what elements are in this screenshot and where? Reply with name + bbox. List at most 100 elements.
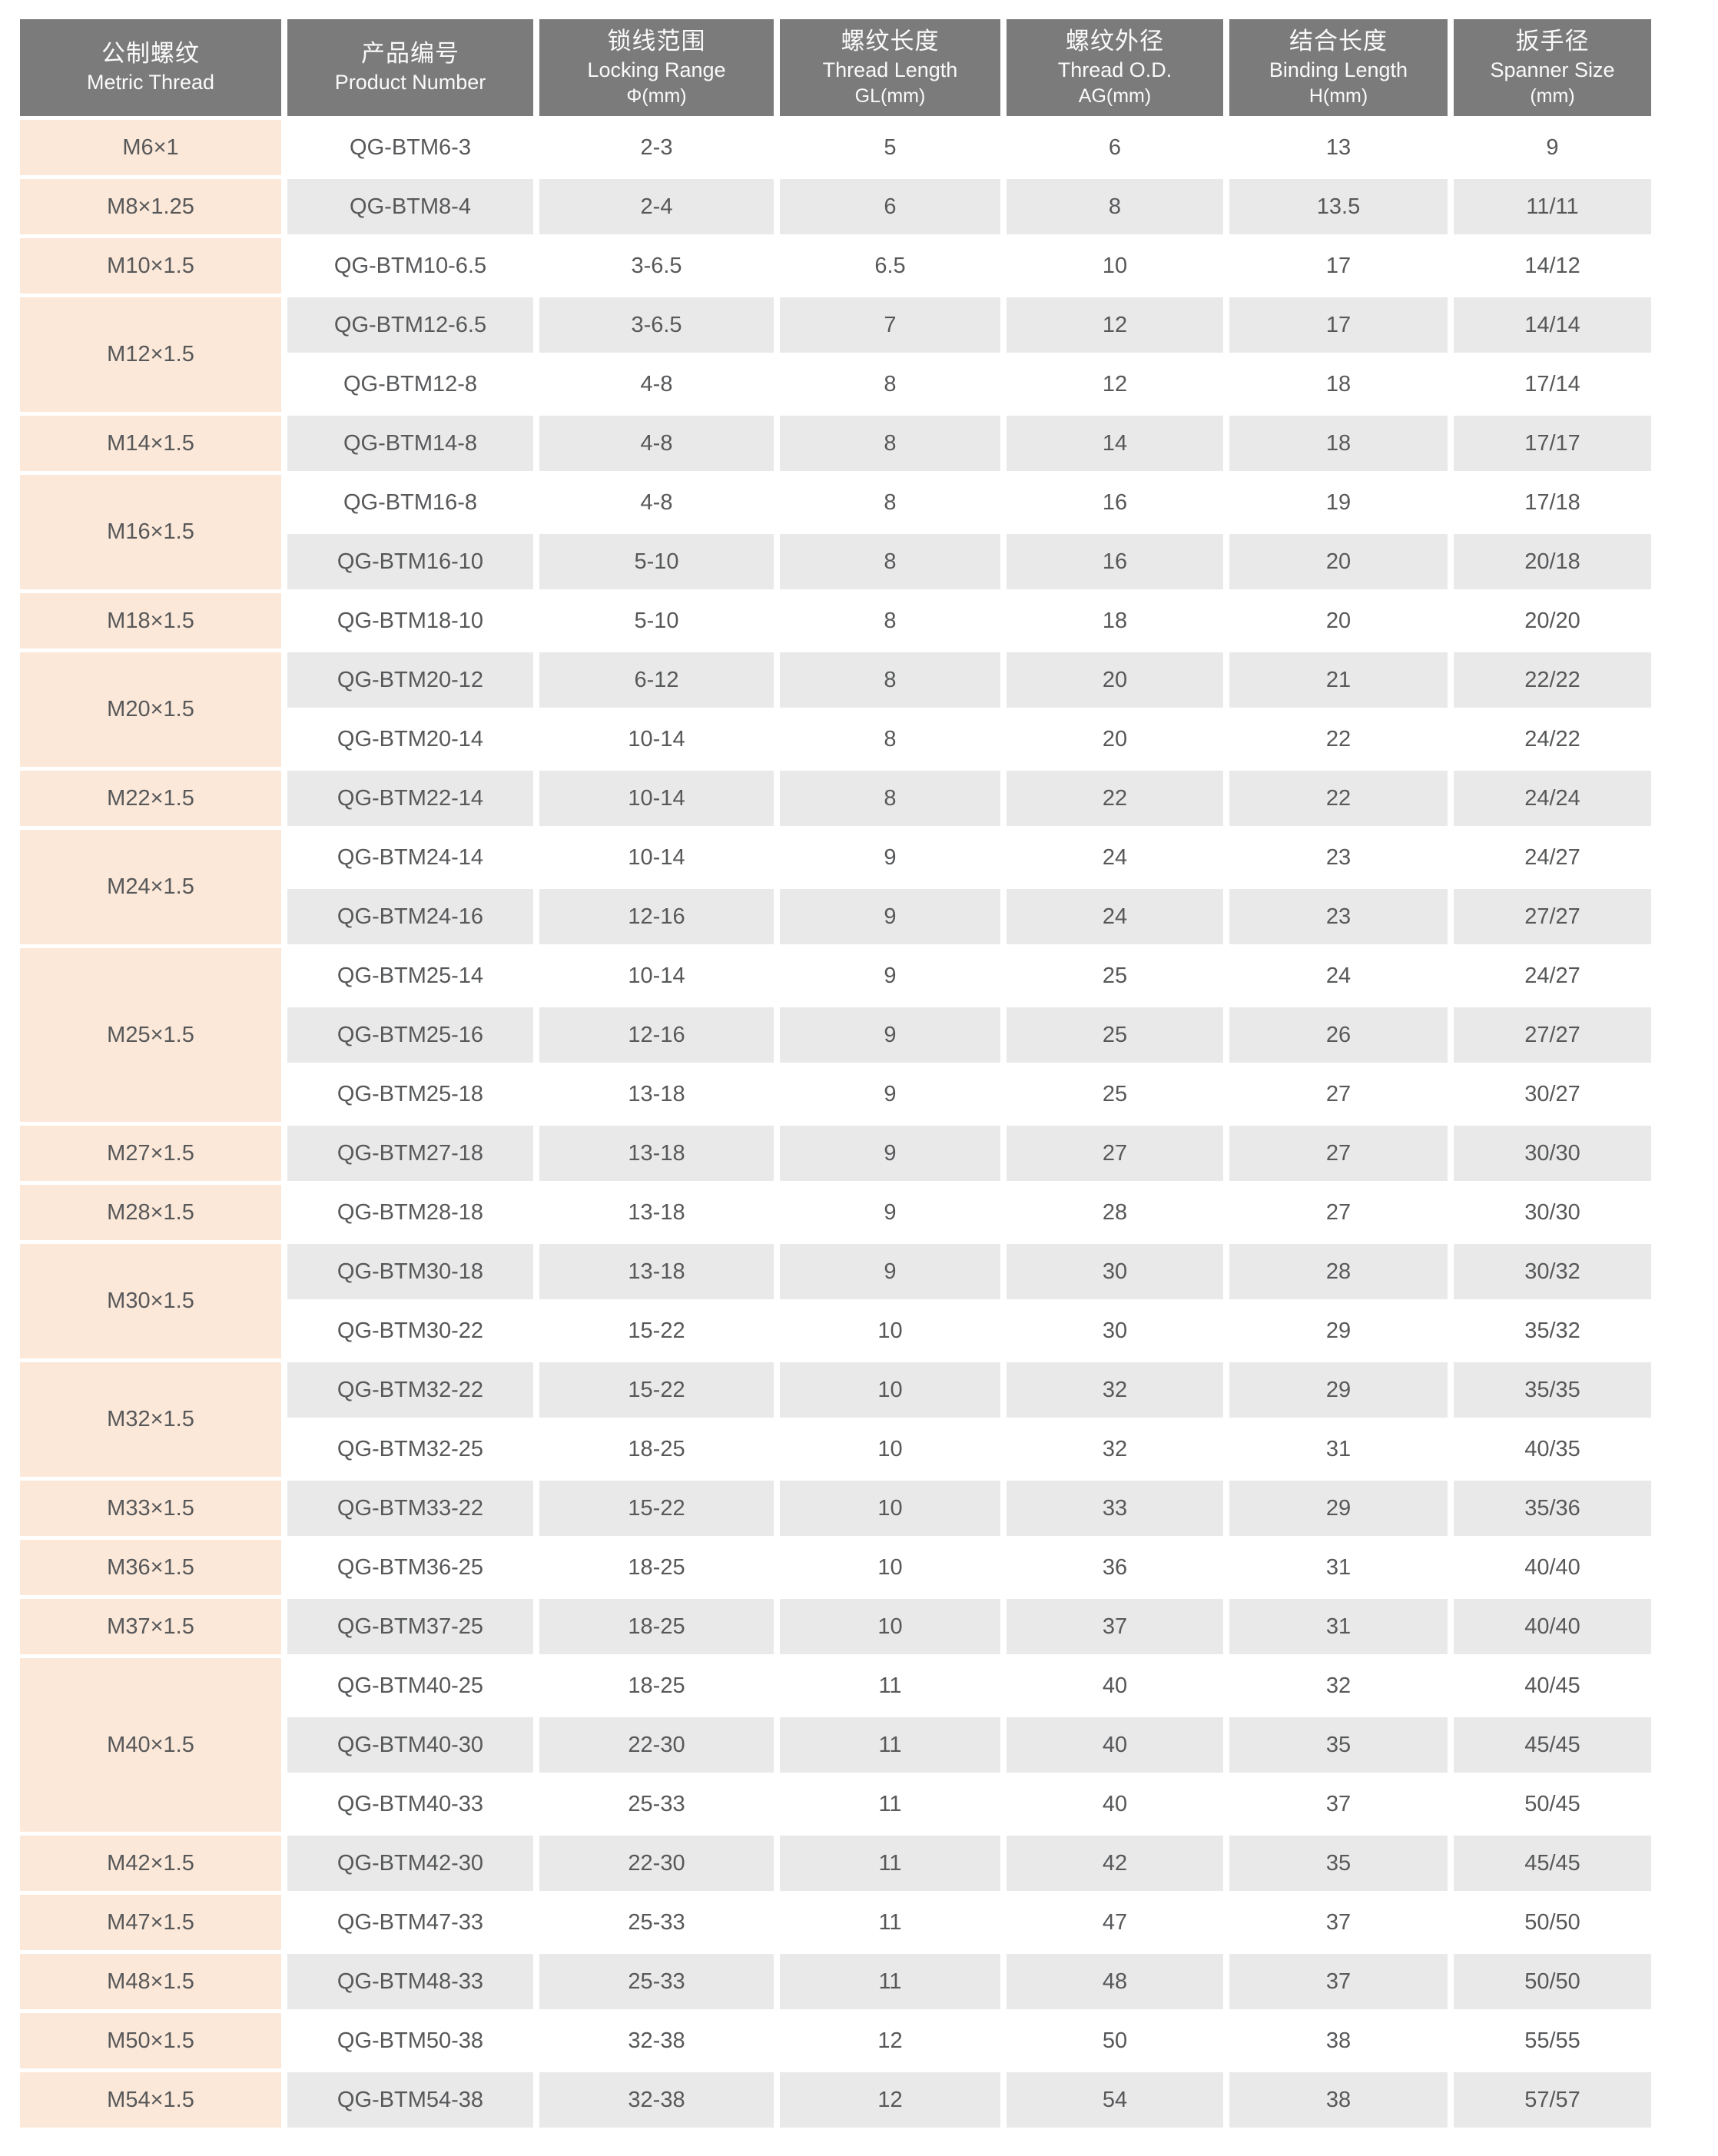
product-number-cell: QG-BTM37-25 [287,1599,533,1654]
metric-thread-cell: M24×1.5 [20,830,281,944]
spanner-size-cell: 27/27 [1454,889,1651,944]
product-number-cell: QG-BTM42-30 [287,1836,533,1891]
table-row: QG-BTM32-25 18-25 10 32 31 40/35 [20,1421,1651,1477]
product-number-cell: QG-BTM25-14 [287,948,533,1003]
metric-thread-cell: M18×1.5 [20,593,281,648]
metric-thread-cell: M50×1.5 [20,2013,281,2068]
product-number-cell: QG-BTM8-4 [287,179,533,234]
spanner-size-cell: 24/27 [1454,948,1651,1003]
product-number-cell: QG-BTM18-10 [287,593,533,648]
binding-length-cell: 23 [1229,889,1448,944]
locking-range-cell: 22-30 [539,1836,774,1891]
binding-length-cell: 31 [1229,1599,1448,1654]
spanner-size-cell: 45/45 [1454,1836,1651,1891]
table-row: QG-BTM30-22 15-22 10 30 29 35/32 [20,1303,1651,1358]
binding-length-cell: 26 [1229,1007,1448,1063]
thread-od-cell: 37 [1007,1599,1223,1654]
binding-length-cell: 21 [1229,652,1448,708]
binding-length-cell: 35 [1229,1836,1448,1891]
binding-length-cell: 29 [1229,1362,1448,1418]
thread-od-cell: 50 [1007,2013,1223,2068]
metric-thread-cell: M36×1.5 [20,1540,281,1595]
thread-od-cell: 24 [1007,830,1223,885]
spanner-size-cell: 45/45 [1454,1717,1651,1773]
product-number-cell: QG-BTM30-22 [287,1303,533,1358]
table-row: M27×1.5 QG-BTM27-18 13-18 9 27 27 30/30 [20,1126,1651,1181]
spanner-size-cell: 35/35 [1454,1362,1651,1418]
table-row: M37×1.5 QG-BTM37-25 18-25 10 37 31 40/40 [20,1599,1651,1654]
spanner-size-cell: 20/18 [1454,534,1651,589]
locking-range-cell: 5-10 [539,534,774,589]
table-row: QG-BTM25-18 13-18 9 25 27 30/27 [20,1066,1651,1122]
spanner-size-cell: 27/27 [1454,1007,1651,1063]
binding-length-cell: 13.5 [1229,179,1448,234]
locking-range-cell: 3-6.5 [539,238,774,294]
header-label-zh: 公制螺纹 [101,40,200,67]
thread-length-cell: 11 [780,1717,1000,1773]
table-row: M40×1.5 QG-BTM40-25 18-25 11 40 32 40/45 [20,1658,1651,1832]
header-unit: GL(mm) [854,85,926,107]
thread-length-cell: 9 [780,1066,1000,1122]
locking-range-cell: 4-8 [539,475,774,530]
table-row: M20×1.5 QG-BTM20-12 6-12 8 20 21 22/22 [20,652,1651,767]
locking-range-cell: 13-18 [539,1066,774,1122]
thread-length-cell: 7 [780,297,1000,353]
product-number-cell: QG-BTM20-12 [287,652,533,708]
product-number-cell: QG-BTM28-18 [287,1185,533,1240]
thread-od-cell: 20 [1007,711,1223,767]
spanner-size-cell: 57/57 [1454,2072,1651,2128]
thread-od-cell: 25 [1007,948,1223,1003]
locking-range-cell: 6-12 [539,652,774,708]
table-row: M30×1.5 QG-BTM30-18 13-18 9 30 28 30/32 [20,1244,1651,1358]
thread-od-cell: 28 [1007,1185,1223,1240]
spanner-size-cell: 30/27 [1454,1066,1651,1122]
header-unit: AG(mm) [1078,85,1152,107]
thread-od-cell: 18 [1007,593,1223,648]
table-row: M10×1.5 QG-BTM10-6.5 3-6.5 6.5 10 17 14/12 [20,238,1651,294]
thread-od-cell: 36 [1007,1540,1223,1595]
spanner-size-cell: 40/40 [1454,1540,1651,1595]
table-row: M47×1.5 QG-BTM47-33 25-33 11 47 37 50/50 [20,1895,1651,1950]
metric-thread-cell: M54×1.5 [20,2072,281,2128]
spec-table-header: 公制螺纹 Metric Thread 产品编号 Product Number 锁线范围 L… [20,19,1651,116]
product-number-cell: QG-BTM36-25 [287,1540,533,1595]
binding-length-cell: 27 [1229,1066,1448,1122]
thread-od-cell: 54 [1007,2072,1223,2128]
thread-length-cell: 9 [780,1126,1000,1181]
spanner-size-cell: 35/36 [1454,1481,1651,1536]
thread-od-cell: 16 [1007,534,1223,589]
binding-length-cell: 27 [1229,1126,1448,1181]
thread-od-cell: 20 [1007,652,1223,708]
thread-length-cell: 10 [780,1362,1000,1418]
table-row: M8×1.25 QG-BTM8-4 2-4 6 8 13.5 11/11 [20,179,1651,234]
table-row: M48×1.5 QG-BTM48-33 25-33 11 48 37 50/50 [20,1954,1651,2009]
metric-thread-cell: M42×1.5 [20,1836,281,1891]
spanner-size-cell: 24/27 [1454,830,1651,885]
spanner-size-cell: 55/55 [1454,2013,1651,2068]
table-row: M6×1 QG-BTM6-3 2-3 5 6 13 9 [20,120,1651,175]
locking-range-cell: 2-3 [539,120,774,175]
metric-thread-cell: M33×1.5 [20,1481,281,1536]
thread-length-cell: 8 [780,475,1000,530]
thread-length-cell: 10 [780,1303,1000,1358]
header-label-en: Thread Length [822,58,958,81]
binding-length-cell: 22 [1229,771,1448,826]
header-label-en: Locking Range [587,58,726,81]
binding-length-cell: 27 [1229,1185,1448,1240]
binding-length-cell: 29 [1229,1481,1448,1536]
thread-length-cell: 11 [780,1658,1000,1713]
thread-od-cell: 40 [1007,1658,1223,1713]
locking-range-cell: 13-18 [539,1244,774,1299]
table-row: QG-BTM40-33 25-33 11 40 37 50/45 [20,1776,1651,1832]
metric-thread-cell: M25×1.5 [20,948,281,1122]
product-number-cell: QG-BTM40-33 [287,1776,533,1832]
header-label-zh: 产品编号 [361,40,459,67]
product-number-cell: QG-BTM32-22 [287,1362,533,1418]
spanner-size-cell: 14/14 [1454,297,1651,353]
locking-range-cell: 13-18 [539,1185,774,1240]
product-number-cell: QG-BTM54-38 [287,2072,533,2128]
thread-od-cell: 32 [1007,1362,1223,1418]
header-label-en: Spanner Size [1490,58,1615,81]
binding-length-cell: 20 [1229,593,1448,648]
thread-length-cell: 5 [780,120,1000,175]
